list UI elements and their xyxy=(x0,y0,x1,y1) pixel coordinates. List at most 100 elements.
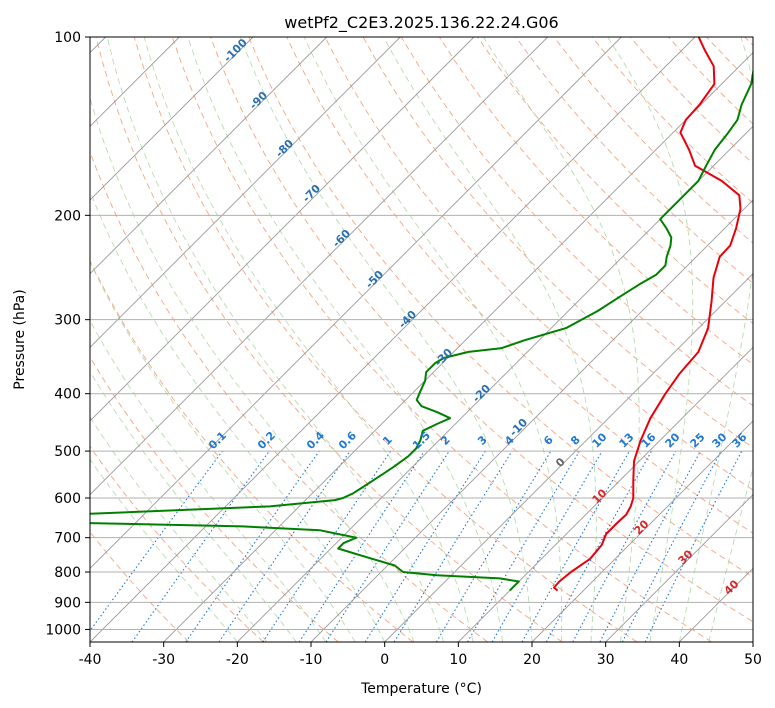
x-tick-label: 10 xyxy=(449,652,467,668)
sounding-traces xyxy=(90,37,753,592)
isotherm-line xyxy=(90,37,622,569)
dry-adiabat-line xyxy=(171,37,712,642)
x-tick-label: 50 xyxy=(744,652,762,668)
moist-adiabat-line xyxy=(106,37,445,642)
skewed-isotherms xyxy=(90,37,753,642)
dry-adiabat-line xyxy=(744,37,753,47)
moist-adiabat-line xyxy=(90,260,356,642)
mixing-ratio-label: 1.5 xyxy=(410,429,433,452)
x-tick-label: 20 xyxy=(523,652,541,668)
isotherm-label: -100 xyxy=(221,36,250,65)
moist-adiabat-line xyxy=(607,37,694,642)
isotherm-label: -20 xyxy=(470,382,493,405)
isotherm-label: -80 xyxy=(273,137,296,160)
isotherm-line xyxy=(237,125,753,642)
mixing-ratio-label: 3 xyxy=(475,433,490,448)
x-tick-label: -20 xyxy=(226,652,249,668)
isotherm-line xyxy=(458,346,753,642)
x-tick-label: 0 xyxy=(380,652,389,668)
isotherm-line xyxy=(752,641,753,642)
mixing-ratio-label: 1 xyxy=(380,433,395,448)
isotherm-label: 10 xyxy=(590,486,610,506)
mixing-ratio-line xyxy=(467,450,580,642)
x-tick-label: -40 xyxy=(79,652,102,668)
isotherm-label: -60 xyxy=(330,227,353,250)
moist-adiabat-line xyxy=(303,37,563,642)
dry-adiabat-line xyxy=(95,37,563,642)
isotherm-line xyxy=(163,52,753,642)
y-tick-label: 900 xyxy=(54,595,81,611)
mixing-ratio-label: 2 xyxy=(438,433,453,448)
mixing-ratio-line xyxy=(572,450,677,642)
temperature-trace xyxy=(553,37,742,592)
dry-adiabat-line xyxy=(706,37,753,86)
moist-adiabats xyxy=(90,37,753,642)
moist-adiabat-line xyxy=(383,37,597,642)
mixing-ratio-line xyxy=(599,450,701,642)
mixing-ratio-line xyxy=(644,450,743,642)
moist-adiabat-line xyxy=(143,37,474,642)
mixing-ratio-line xyxy=(393,450,513,642)
mixing-ratio-line xyxy=(185,450,320,642)
mixing-ratio-line xyxy=(131,450,270,642)
dry-adiabat-line xyxy=(324,37,753,491)
y-tick-label: 300 xyxy=(54,313,81,329)
line-labels: -100-90-80-70-60-50-40-30-20-10010203040… xyxy=(206,36,750,598)
y-tick-label: 700 xyxy=(54,531,81,547)
pressure-gridlines xyxy=(90,37,753,630)
mixing-ratio-label: 0.4 xyxy=(304,429,327,452)
isotherm-line xyxy=(90,37,696,642)
mixing-ratio-lines xyxy=(90,450,743,642)
y-tick-label: 1000 xyxy=(45,622,81,638)
plot-area: -100-90-80-70-60-50-40-30-20-10010203040… xyxy=(90,36,753,642)
mixing-ratio-line xyxy=(364,450,486,642)
y-tick-label: 100 xyxy=(54,30,81,46)
mixing-ratio-label: 13 xyxy=(617,431,637,451)
y-tick-label: 200 xyxy=(54,208,81,224)
isotherm-line xyxy=(384,273,753,642)
isotherm-label: 30 xyxy=(676,547,696,567)
dry-adiabat-line xyxy=(248,37,753,578)
mixing-ratio-label: 16 xyxy=(639,430,659,450)
isotherm-line xyxy=(90,37,548,496)
moist-adiabat-line xyxy=(678,37,753,642)
isotherm-label: -10 xyxy=(507,416,530,439)
isotherm-line xyxy=(531,420,753,642)
y-tick-label: 500 xyxy=(54,444,81,460)
moist-adiabat-line xyxy=(90,458,238,642)
mixing-ratio-label: 25 xyxy=(688,431,708,451)
isotherm-line xyxy=(310,199,753,642)
chart-title: wetPf2_C2E3.2025.136.22.24.G06 xyxy=(284,13,558,33)
x-tick-label: 40 xyxy=(670,652,688,668)
dewpoint-trace xyxy=(90,37,753,592)
isotherm-line xyxy=(605,494,753,642)
x-tick-label: 30 xyxy=(597,652,615,668)
isotherm-line xyxy=(679,567,753,642)
isotherm-label: 0 xyxy=(553,455,568,470)
dry-adiabat-line xyxy=(286,37,753,534)
x-axis-title: Temperature (°C) xyxy=(360,681,482,697)
dry-adiabat-line xyxy=(90,356,339,642)
isotherm-label: -50 xyxy=(363,268,386,291)
isotherm-line xyxy=(90,37,401,348)
mixing-ratio-label: 0.6 xyxy=(336,429,359,452)
dry-adiabat-line xyxy=(90,445,264,642)
mixing-ratio-line xyxy=(262,450,392,642)
moist-adiabat-line xyxy=(90,190,386,642)
x-tick-label: -30 xyxy=(152,652,175,668)
moist-adiabat-line xyxy=(90,370,297,642)
mixing-ratio-label: 20 xyxy=(663,430,683,450)
isotherm-line xyxy=(90,37,475,422)
dry-adiabat-line xyxy=(210,37,753,623)
dry-adiabat-line xyxy=(90,259,414,642)
dry-adiabat-line xyxy=(133,37,638,642)
dry-adiabat-line xyxy=(90,150,488,642)
mixing-ratio-line xyxy=(298,450,425,642)
isotherm-line xyxy=(90,37,327,275)
y-tick-label: 800 xyxy=(54,565,81,581)
mixing-ratio-line xyxy=(325,450,450,642)
x-tick-label: -10 xyxy=(300,652,323,668)
moist-adiabat-line xyxy=(90,319,327,642)
x-ticks: -40 -30 -20 -10 0 10 20 30 40 50 xyxy=(79,642,762,668)
mixing-ratio-line xyxy=(90,450,223,632)
